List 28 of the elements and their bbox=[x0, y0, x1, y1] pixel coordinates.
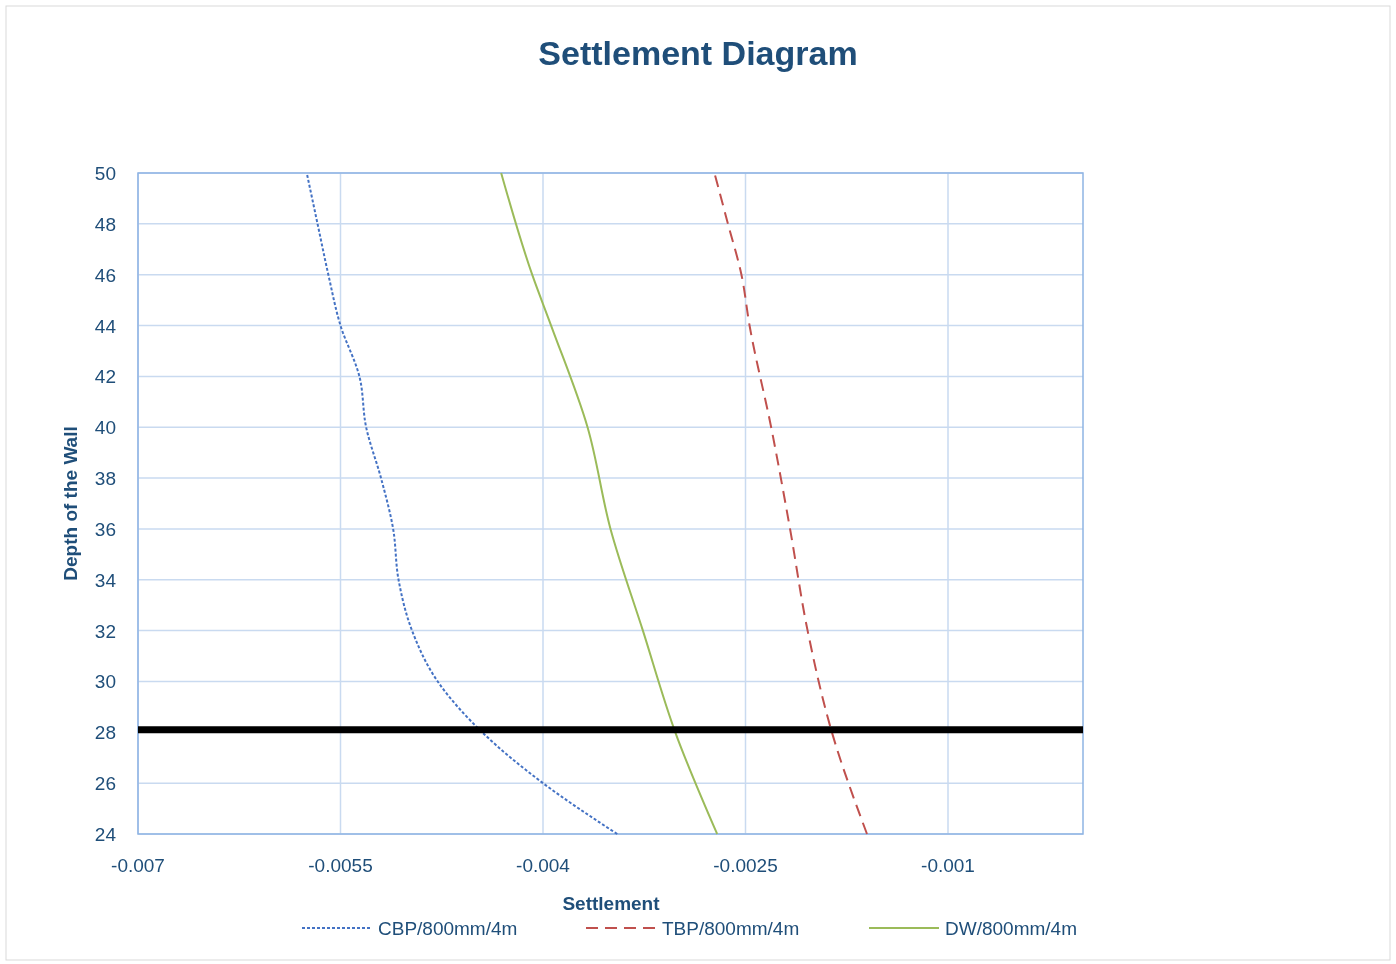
y-tick-label: 38 bbox=[94, 468, 116, 490]
y-tick-label: 48 bbox=[94, 213, 116, 235]
y-tick-label: 32 bbox=[94, 620, 116, 642]
x-tick-label: -0.007 bbox=[111, 855, 165, 876]
y-tick-label: 42 bbox=[94, 366, 116, 388]
y-tick-label: 44 bbox=[94, 315, 117, 337]
x-tick-label: -0.004 bbox=[516, 855, 571, 876]
legend-label: CBP/800mm/4m bbox=[378, 918, 518, 939]
y-tick-label: 30 bbox=[94, 671, 116, 693]
chart-title: Settlement Diagram bbox=[538, 34, 858, 72]
y-tick-label: 28 bbox=[94, 722, 116, 744]
y-tick-label: 46 bbox=[94, 264, 116, 286]
y-tick-label: 40 bbox=[94, 417, 116, 439]
y-tick-label: 26 bbox=[94, 773, 116, 795]
y-axis-title: Depth of the Wall bbox=[60, 426, 81, 581]
y-tick-label: 24 bbox=[94, 824, 117, 845]
line-series bbox=[713, 172, 868, 835]
y-tick-label: 36 bbox=[94, 518, 116, 540]
y-tick-label: 50 bbox=[94, 163, 116, 184]
x-axis-title: Settlement bbox=[562, 893, 661, 914]
legend-label: DW/800mm/4m bbox=[945, 918, 1077, 939]
y-tick-label: 34 bbox=[94, 569, 117, 591]
line-series bbox=[500, 172, 719, 835]
x-tick-label: -0.0055 bbox=[308, 855, 373, 876]
legend-label: TBP/800mm/4m bbox=[662, 918, 800, 939]
x-tick-label: -0.0025 bbox=[713, 855, 778, 876]
x-tick-label: -0.001 bbox=[921, 855, 975, 876]
line-series bbox=[305, 172, 619, 835]
